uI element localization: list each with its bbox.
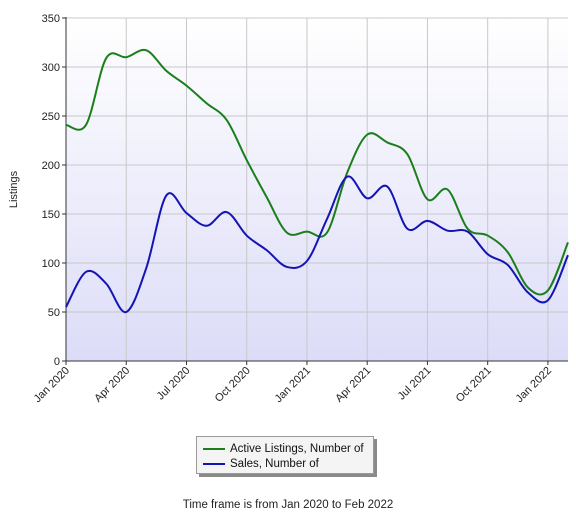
y-axis-label: Listings <box>8 170 20 208</box>
legend-swatch-active-listings <box>203 447 225 450</box>
x-tick-label: Jan 2022 <box>514 365 554 405</box>
y-tick-label: 250 <box>42 111 60 123</box>
y-tick-label: 300 <box>42 62 60 74</box>
x-tick-label: Apr 2021 <box>333 365 373 405</box>
x-tick-label: Jul 2020 <box>155 365 193 403</box>
series-layer <box>65 48 569 314</box>
series-line-active-listings <box>65 48 569 296</box>
y-tick-label: 100 <box>42 258 60 270</box>
x-tick-label: Apr 2020 <box>92 365 132 405</box>
legend: Active Listings, Number of Sales, Number… <box>196 436 374 474</box>
x-tick-label: Jul 2021 <box>396 365 434 403</box>
plot-area <box>66 18 568 361</box>
x-tick-label: Jan 2020 <box>32 365 72 405</box>
timeframe-note: Time frame is from Jan 2020 to Feb 2022 <box>182 499 394 511</box>
y-tick-label: 150 <box>42 209 60 221</box>
legend-item-active-listings: Active Listings, Number of <box>203 441 373 456</box>
legend-swatch-sales <box>203 462 225 465</box>
x-tick-label: Oct 2020 <box>213 365 253 405</box>
legend-item-sales: Sales, Number of <box>203 456 373 471</box>
gridlines <box>65 17 568 362</box>
y-tick-label: 350 <box>42 13 60 25</box>
y-tick-label: 50 <box>48 307 60 319</box>
legend-label-active-listings: Active Listings, Number of <box>230 442 364 455</box>
y-tick-label: 200 <box>42 160 60 172</box>
chart: 0 50 100 150 200 250 300 350 Jan 2020 Apr 2020 Jul… <box>8 13 569 405</box>
x-tick-label: Jan 2021 <box>273 365 313 405</box>
series-line-sales <box>65 175 569 314</box>
y-tick-label: 0 <box>54 356 60 368</box>
x-tick-label: Oct 2021 <box>454 365 494 405</box>
legend-label-sales: Sales, Number of <box>230 457 319 470</box>
